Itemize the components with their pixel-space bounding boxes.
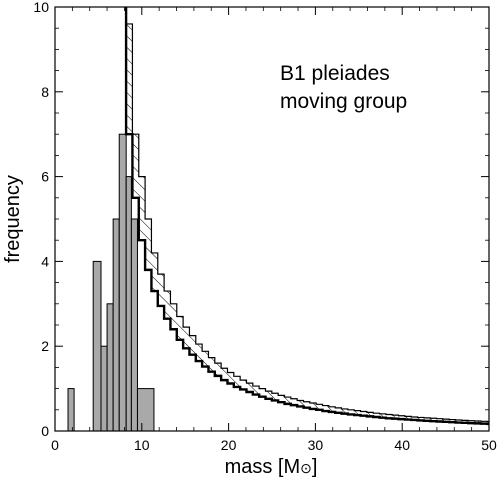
- y-tick-label: 10: [33, 0, 49, 15]
- histogram-bar: [67, 388, 75, 431]
- histogram-bar: [136, 388, 155, 431]
- x-tick-label: 30: [308, 437, 324, 453]
- y-tick-label: 4: [41, 253, 49, 269]
- model-upper-line: [125, 7, 489, 423]
- x-tick-label: 50: [481, 437, 497, 453]
- x-tick-label: 0: [51, 437, 59, 453]
- x-tick-label: 40: [394, 437, 410, 453]
- histogram-bar: [100, 345, 108, 431]
- model-lower-line: [124, 7, 489, 426]
- histogram-bar: [106, 303, 114, 431]
- y-tick-label: 2: [41, 338, 49, 354]
- histogram-bar: [130, 218, 138, 431]
- x-axis-title-close: ]: [312, 456, 318, 478]
- x-tick-label: 20: [221, 437, 237, 453]
- x-tick-label: 10: [134, 437, 150, 453]
- histogram-bar: [92, 260, 102, 431]
- y-tick-label: 0: [41, 423, 49, 439]
- histogram-bar: [112, 218, 120, 431]
- y-axis-title: frequency: [2, 175, 24, 263]
- histogram-bar: [118, 133, 127, 431]
- y-tick-label: 8: [41, 84, 49, 100]
- y-tick-label: 6: [41, 169, 49, 185]
- annotation-line-2: moving group: [280, 90, 407, 113]
- histogram-bar: [125, 176, 132, 431]
- solar-mass-symbol: ⊙: [300, 460, 312, 476]
- x-axis-title: mass [M⊙]: [225, 456, 318, 478]
- x-axis-title-text: mass [M: [225, 456, 301, 478]
- annotation-line-1: B1 pleiades: [280, 62, 390, 85]
